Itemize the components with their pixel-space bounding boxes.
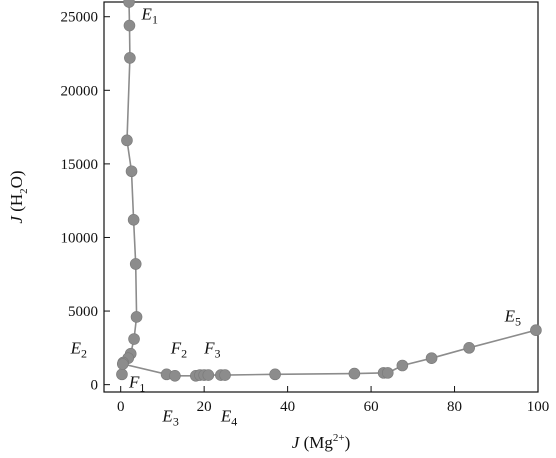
- data-point: [124, 52, 136, 64]
- y-tick-label: 20000: [61, 83, 99, 99]
- x-tick-label: 20: [197, 399, 212, 415]
- x-tick-label: 0: [117, 399, 125, 415]
- data-points: [116, 0, 542, 382]
- x-tick-label: 60: [364, 399, 379, 415]
- y-axis-title: J (H2O): [7, 170, 30, 223]
- data-point: [425, 352, 438, 364]
- y-tick-label: 5000: [68, 304, 98, 320]
- x-tick-label: 100: [527, 399, 550, 415]
- data-point: [348, 367, 361, 380]
- data-point: [116, 368, 128, 381]
- data-point: [202, 369, 215, 381]
- data-point: [129, 258, 142, 270]
- point-annotation: F3: [203, 339, 220, 361]
- data-point: [116, 358, 129, 370]
- point-annotation: E2: [70, 339, 87, 361]
- data-point: [463, 342, 475, 354]
- plot-frame: [103, 1, 539, 393]
- data-point: [381, 367, 394, 379]
- y-tick-label: 25000: [61, 10, 99, 26]
- data-point: [123, 19, 136, 32]
- x-tick-label: 40: [280, 399, 295, 415]
- data-point: [530, 324, 542, 336]
- point-annotation: E3: [161, 406, 178, 428]
- x-tick-label: 80: [447, 399, 462, 415]
- series-lines: [121, 1, 537, 377]
- data-point: [123, 0, 135, 8]
- x-axis-title: J (Mg2+): [292, 432, 350, 452]
- point-annotation: F1: [128, 373, 145, 395]
- chart-axes: [103, 1, 539, 393]
- data-point: [130, 311, 143, 323]
- y-tick-label: 15000: [61, 157, 99, 173]
- data-point: [269, 368, 281, 381]
- y-tick-label: 0: [91, 378, 99, 394]
- point-annotation: E4: [220, 406, 237, 428]
- data-point: [396, 359, 409, 372]
- data-point: [169, 370, 181, 382]
- data-point: [128, 333, 140, 345]
- y-tick-label: 10000: [61, 230, 99, 246]
- point-annotation: F2: [170, 339, 187, 361]
- data-point: [125, 165, 138, 178]
- point-annotation: E5: [504, 306, 521, 328]
- point-annotation: E1: [141, 5, 158, 27]
- data-point: [219, 369, 231, 381]
- data-point: [121, 134, 133, 147]
- tick-labels: 0 20 40 60 80 100 0 5000 10000 15000 20000 25000: [61, 10, 550, 415]
- data-point: [127, 214, 140, 226]
